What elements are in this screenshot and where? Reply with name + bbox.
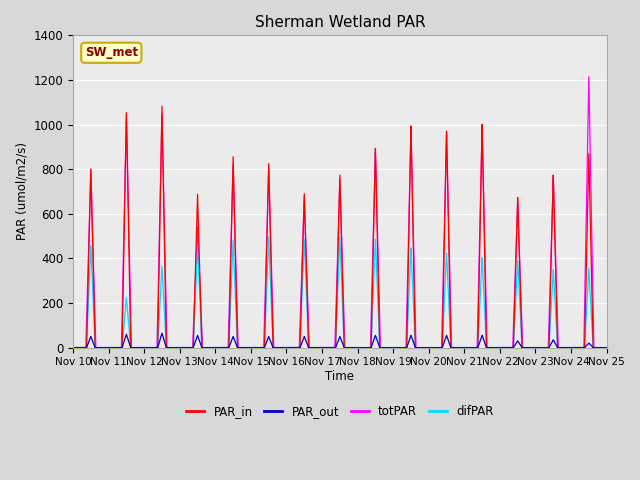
PAR_in <box>69 345 77 350</box>
PAR_in <box>601 345 609 350</box>
totPAR <box>413 345 421 350</box>
totPAR <box>269 312 276 318</box>
PAR_out <box>490 345 497 350</box>
Line: PAR_in: PAR_in <box>73 106 607 348</box>
X-axis label: Time: Time <box>325 370 355 383</box>
Line: totPAR: totPAR <box>73 77 607 348</box>
PAR_in <box>490 345 497 350</box>
PAR_out <box>269 345 276 350</box>
Line: difPAR: difPAR <box>73 237 607 348</box>
difPAR <box>490 345 497 350</box>
difPAR <box>183 345 191 350</box>
difPAR <box>603 345 611 350</box>
totPAR <box>585 74 593 80</box>
PAR_out <box>184 345 191 350</box>
totPAR <box>178 345 186 350</box>
difPAR <box>601 345 609 350</box>
totPAR <box>183 345 191 350</box>
totPAR <box>489 345 497 350</box>
Text: SW_met: SW_met <box>84 46 138 59</box>
PAR_out <box>69 345 77 350</box>
difPAR <box>269 342 276 348</box>
PAR_out <box>158 330 166 336</box>
totPAR <box>69 345 77 350</box>
PAR_in <box>269 340 276 346</box>
Legend: PAR_in, PAR_out, totPAR, difPAR: PAR_in, PAR_out, totPAR, difPAR <box>182 400 498 423</box>
PAR_out <box>413 345 421 350</box>
totPAR <box>601 345 609 350</box>
PAR_in <box>158 103 166 109</box>
difPAR <box>413 345 421 350</box>
difPAR <box>69 345 77 350</box>
difPAR <box>178 345 186 350</box>
Title: Sherman Wetland PAR: Sherman Wetland PAR <box>255 15 425 30</box>
PAR_out <box>178 345 186 350</box>
PAR_in <box>413 345 421 350</box>
PAR_in <box>184 345 191 350</box>
PAR_out <box>603 345 611 350</box>
difPAR <box>265 234 273 240</box>
Y-axis label: PAR (umol/m2/s): PAR (umol/m2/s) <box>15 143 28 240</box>
PAR_in <box>603 345 611 350</box>
Line: PAR_out: PAR_out <box>73 333 607 348</box>
PAR_in <box>178 345 186 350</box>
totPAR <box>603 345 611 350</box>
PAR_out <box>601 345 609 350</box>
